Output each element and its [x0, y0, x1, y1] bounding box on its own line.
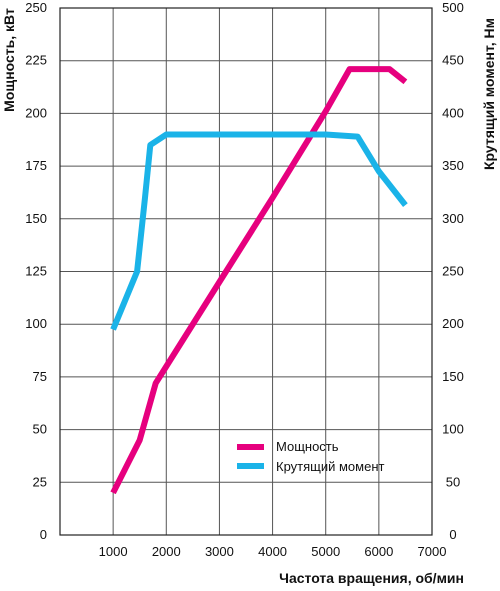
series-layer: [110, 66, 408, 495]
y-right-tick-label: 150: [442, 369, 464, 384]
y-left-tick-label: 175: [25, 158, 47, 173]
legend-label-torque: Крутящий момент: [276, 459, 384, 474]
y-right-tick-label: 0: [449, 527, 456, 542]
x-tick-label: 3000: [205, 544, 234, 559]
y-left-axis-title: Мощность, кВт: [1, 8, 17, 112]
ticks-layer: 0 0 25 50 50 100 75 150 100 200 125 250 150 300 175 350…: [25, 0, 464, 559]
x-tick-label: 2000: [152, 544, 181, 559]
y-left-tick-label: 200: [25, 105, 47, 120]
y-right-tick-label: 400: [442, 105, 464, 120]
x-tick-label: 7000: [418, 544, 447, 559]
y-right-tick-label: 500: [442, 0, 464, 15]
y-right-tick-label: 350: [442, 158, 464, 173]
power-series-line: [110, 66, 408, 495]
y-left-tick-label: 125: [25, 264, 47, 279]
x-tick-label: 4000: [258, 544, 287, 559]
grid-layer: [60, 8, 432, 535]
y-right-tick-label: 450: [442, 53, 464, 68]
y-left-tick-label: 25: [33, 474, 47, 489]
legend: Мощность Крутящий момент: [237, 439, 384, 474]
y-right-tick-label: 50: [446, 474, 460, 489]
y-left-tick-label: 100: [25, 316, 47, 331]
torque-series-line: [110, 131, 408, 331]
y-left-tick-label: 50: [33, 422, 47, 437]
y-left-tick-label: 0: [40, 527, 47, 542]
x-tick-label: 1000: [99, 544, 128, 559]
y-right-tick-label: 250: [442, 264, 464, 279]
legend-label-power: Мощность: [276, 439, 339, 454]
y-right-tick-label: 200: [442, 316, 464, 331]
y-left-tick-label: 225: [25, 53, 47, 68]
x-tick-label: 5000: [311, 544, 340, 559]
y-left-tick-label: 250: [25, 0, 47, 15]
y-right-tick-label: 100: [442, 422, 464, 437]
y-left-tick-label: 75: [33, 369, 47, 384]
y-right-axis-title: Крутящий момент, Нм: [481, 18, 497, 170]
y-left-tick-label: 150: [25, 211, 47, 226]
x-tick-label: 6000: [364, 544, 393, 559]
plot-frame: [59, 7, 433, 536]
x-axis-title: Частота вращения, об/мин: [279, 570, 464, 586]
y-right-tick-label: 300: [442, 211, 464, 226]
